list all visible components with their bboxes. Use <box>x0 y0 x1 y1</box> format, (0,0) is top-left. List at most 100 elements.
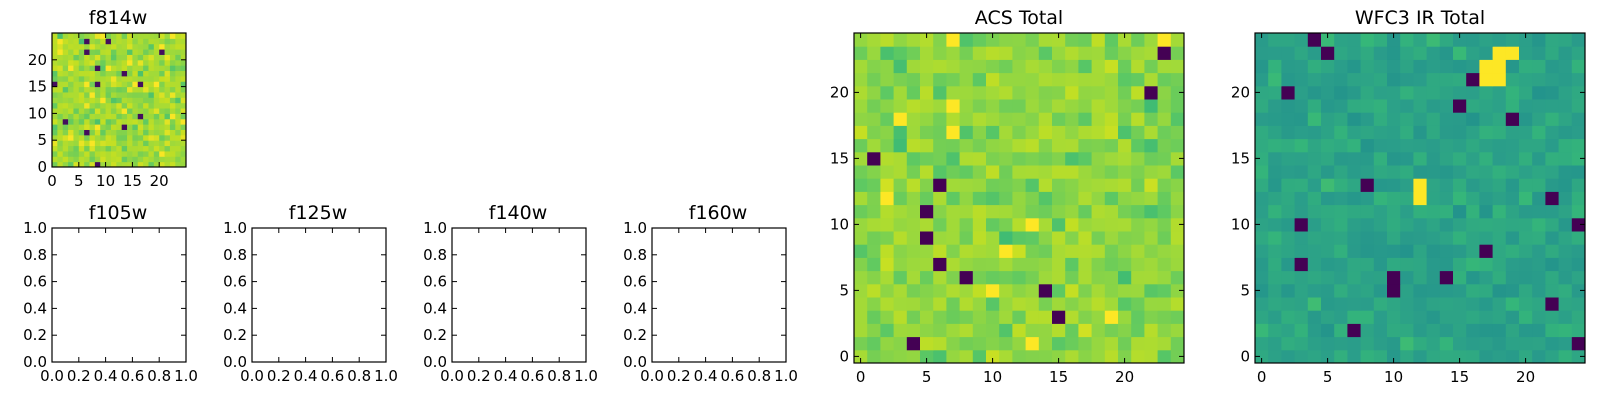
heatmap-cell <box>1571 125 1586 140</box>
heatmap-cell <box>986 112 1000 126</box>
heatmap-cell <box>1294 204 1309 219</box>
heatmap-cell <box>1052 270 1066 285</box>
title-f814w: f814w <box>89 7 148 29</box>
heatmap-cell <box>62 113 69 120</box>
heatmap-cell <box>867 165 881 179</box>
heatmap-cell <box>1571 72 1586 87</box>
x-tick-label: 1.0 <box>574 367 598 385</box>
heatmap-cell <box>1012 125 1027 140</box>
heatmap-cell <box>920 283 934 298</box>
heatmap-cell <box>1413 323 1428 338</box>
heatmap-cell <box>1091 33 1106 47</box>
heatmap-cell <box>153 113 160 120</box>
heatmap-cell <box>933 85 947 100</box>
heatmap-cell <box>1131 323 1145 338</box>
heatmap-cell <box>1360 244 1375 258</box>
heatmap-cell <box>1255 138 1269 153</box>
heatmap-cell <box>116 70 123 77</box>
heatmap-cell <box>1078 257 1093 272</box>
x-tick-label: 1.0 <box>374 367 398 385</box>
heatmap-cell <box>1157 336 1172 351</box>
heatmap-cell <box>153 38 160 45</box>
heatmap-cell <box>94 86 101 93</box>
heatmap-cell <box>854 151 868 166</box>
heatmap-cell <box>52 145 58 152</box>
heatmap-cell <box>1413 46 1428 60</box>
heatmap-cell <box>1052 138 1066 153</box>
heatmap-cell <box>972 204 987 219</box>
heatmap-cell <box>1038 72 1053 87</box>
heatmap-cell <box>143 140 149 147</box>
heatmap-cell <box>854 297 868 311</box>
heatmap-cell <box>999 151 1013 166</box>
heatmap-cell <box>175 81 182 88</box>
heatmap-cell <box>920 112 934 126</box>
heatmap-cell <box>1052 349 1066 364</box>
heatmap-cell <box>1492 191 1507 206</box>
heatmap-cell <box>105 140 112 147</box>
heatmap-cell <box>1321 85 1335 100</box>
heatmap-cell <box>972 138 987 153</box>
heatmap-cell <box>1347 59 1362 74</box>
heatmap-cell <box>1545 349 1560 364</box>
heatmap-cell <box>1321 336 1335 351</box>
heatmap-cell <box>110 113 117 120</box>
heatmap-cell <box>1571 270 1586 285</box>
heatmap-cell <box>1065 231 1079 245</box>
heatmap-cell <box>1479 349 1494 364</box>
heatmap-cell <box>100 150 107 157</box>
x-tick-label: 10 <box>1384 368 1403 386</box>
heatmap-cell <box>1104 244 1119 258</box>
heatmap-cell <box>164 129 171 136</box>
heatmap-cell <box>1387 270 1401 285</box>
heatmap-cell <box>1519 178 1533 192</box>
heatmap-cell <box>57 54 64 61</box>
heatmap-cell <box>933 283 947 298</box>
heatmap-cell <box>127 59 133 66</box>
heatmap-cell <box>94 49 101 55</box>
x-tick-label: 0.4 <box>294 367 318 385</box>
heatmap-cell <box>1078 244 1093 258</box>
heatmap-cell <box>999 323 1013 338</box>
heatmap-cell <box>1571 46 1586 60</box>
heatmap-cell <box>137 102 144 109</box>
heatmap-cell <box>121 134 128 141</box>
heatmap-cell <box>1466 33 1480 47</box>
heatmap-cell <box>1505 204 1520 219</box>
heatmap-cell <box>143 38 149 45</box>
heatmap-cell <box>1157 191 1172 206</box>
heatmap-cell <box>52 113 58 120</box>
heatmap-cell <box>132 124 139 130</box>
heatmap-cell <box>1413 204 1428 219</box>
heatmap-cell <box>68 102 74 109</box>
heatmap-cell <box>57 140 64 147</box>
heatmap-cell <box>906 125 921 140</box>
heatmap-cell <box>127 156 133 163</box>
heatmap-cell <box>1466 191 1480 206</box>
heatmap-cell <box>880 72 895 87</box>
heatmap-cell <box>1078 138 1093 153</box>
heatmap-cell <box>1347 310 1362 324</box>
heatmap-cell <box>84 102 91 109</box>
heatmap-cell <box>68 43 74 50</box>
heatmap-cell <box>52 65 58 72</box>
heatmap-cell <box>159 145 166 152</box>
x-tick-label: 0.8 <box>347 367 371 385</box>
heatmap-cell <box>68 161 74 168</box>
heatmap-cell <box>1255 310 1269 324</box>
heatmap-cell <box>1400 72 1414 87</box>
heatmap-cell <box>68 65 74 72</box>
heatmap-cell <box>57 150 64 157</box>
axes-frame-f814w <box>51 32 187 168</box>
heatmap-cell <box>137 54 144 61</box>
heatmap-cell <box>1025 59 1040 74</box>
heatmap-cell <box>999 283 1013 298</box>
heatmap-cell <box>1321 310 1335 324</box>
heatmap-cell <box>1360 72 1375 87</box>
heatmap-cell <box>1532 336 1546 351</box>
heatmap-cell <box>1347 231 1362 245</box>
heatmap-cell <box>1439 112 1454 126</box>
heatmap-cell <box>169 108 176 114</box>
heatmap-cell <box>132 118 139 125</box>
heatmap-cell <box>1307 270 1322 285</box>
